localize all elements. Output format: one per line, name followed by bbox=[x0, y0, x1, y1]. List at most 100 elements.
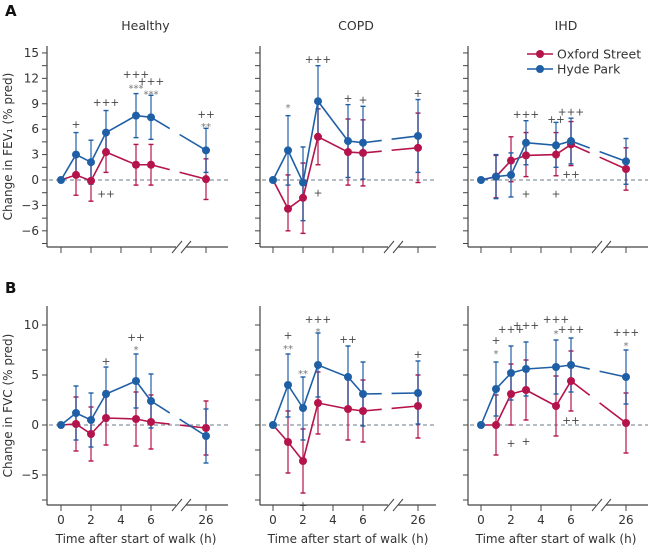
data-point bbox=[147, 397, 155, 405]
data-point bbox=[414, 143, 422, 152]
x-tick-label: 0 bbox=[57, 513, 65, 527]
significance-plus-annotation: + bbox=[344, 93, 353, 105]
data-point bbox=[622, 419, 630, 427]
data-point bbox=[344, 148, 352, 157]
x-tick-label: 6 bbox=[359, 513, 367, 527]
data-point bbox=[522, 386, 530, 394]
y-tick-label: 9 bbox=[31, 97, 39, 111]
significance-plus-annotation: +++ bbox=[305, 314, 331, 326]
data-point bbox=[132, 111, 140, 120]
series-line-break-segment bbox=[179, 133, 207, 152]
data-point bbox=[477, 421, 485, 429]
data-point bbox=[72, 150, 80, 159]
data-point bbox=[87, 176, 95, 185]
y-tick-label: 15 bbox=[24, 46, 39, 60]
series-line-break-segment bbox=[391, 147, 419, 152]
data-point bbox=[344, 373, 352, 381]
y-tick-label: 5 bbox=[31, 368, 39, 382]
data-point bbox=[359, 407, 367, 415]
panel-b-0: 10 5 0 −5 0 2 4 6 26 Time after start of walk (h)… bbox=[21, 306, 228, 546]
axis-break-mark bbox=[600, 240, 612, 254]
data-point bbox=[132, 377, 140, 385]
data-point bbox=[102, 414, 110, 422]
y-tick-label: 0 bbox=[31, 173, 39, 187]
data-point bbox=[522, 138, 530, 147]
data-point bbox=[269, 421, 277, 429]
axis-break-mark bbox=[600, 498, 612, 512]
data-point bbox=[567, 137, 575, 146]
panel-a-1: COPD*++++ +++ bbox=[255, 18, 436, 254]
y-tick-label: 0 bbox=[31, 418, 39, 432]
series-line-break-segment bbox=[391, 135, 419, 141]
series-line-break-segment bbox=[599, 402, 627, 424]
y-tick-label: −6 bbox=[21, 224, 39, 238]
data-point bbox=[552, 141, 560, 150]
data-point bbox=[57, 176, 65, 184]
data-point bbox=[414, 131, 422, 140]
data-point bbox=[132, 415, 140, 423]
data-point bbox=[359, 148, 367, 157]
x-tick-label: 6 bbox=[567, 513, 575, 527]
data-point bbox=[87, 416, 95, 424]
significance-plus-annotation: + bbox=[414, 349, 423, 361]
y-tick-label: −5 bbox=[21, 468, 39, 482]
significance-plus-annotation: + bbox=[507, 438, 516, 450]
x-tick-label: 0 bbox=[269, 513, 277, 527]
x-tick-label: 4 bbox=[117, 513, 125, 527]
significance-plus-annotation: + bbox=[522, 189, 531, 201]
data-point bbox=[622, 164, 630, 173]
data-point bbox=[147, 113, 155, 122]
y-axis-title: Change in FEV₁ (% pred) bbox=[1, 73, 15, 221]
data-point bbox=[284, 381, 292, 389]
series-line-break-segment bbox=[179, 418, 207, 437]
data-point bbox=[87, 158, 95, 167]
data-point bbox=[147, 418, 155, 426]
significance-plus-annotation: +++ bbox=[558, 106, 584, 118]
data-point bbox=[492, 385, 500, 393]
series-hyde-park bbox=[60, 92, 209, 185]
data-point bbox=[344, 137, 352, 146]
significance-plus-annotation: ++ bbox=[197, 109, 215, 121]
x-tick-label: 26 bbox=[410, 513, 425, 527]
data-point bbox=[57, 421, 65, 429]
data-point bbox=[552, 363, 560, 371]
x-tick-label: 26 bbox=[198, 513, 213, 527]
y-tick-label: 10 bbox=[24, 318, 39, 332]
series-line-break-segment bbox=[179, 424, 207, 429]
significance-plus-annotation: + bbox=[299, 500, 308, 512]
significance-star-annotation: *** bbox=[144, 90, 159, 101]
y-tick-label: 3 bbox=[31, 148, 39, 162]
data-point bbox=[269, 176, 277, 184]
significance-plus-annotation: + bbox=[284, 330, 293, 342]
data-point bbox=[202, 175, 210, 184]
data-point bbox=[507, 170, 515, 179]
axis-break-mark bbox=[171, 240, 183, 254]
significance-star-annotation: * bbox=[554, 329, 559, 340]
legend-label: Hyde Park bbox=[557, 62, 621, 77]
data-point bbox=[284, 204, 292, 213]
data-point bbox=[522, 365, 530, 373]
y-tick-label: 12 bbox=[24, 71, 39, 85]
panel-title: Healthy bbox=[121, 18, 170, 33]
series-hyde-park bbox=[480, 117, 629, 200]
data-point bbox=[202, 146, 210, 155]
data-point bbox=[102, 148, 110, 157]
data-point bbox=[314, 361, 322, 369]
axis-break-mark bbox=[383, 240, 395, 254]
axis-break-mark bbox=[591, 498, 603, 512]
legend-item: Hyde Park bbox=[527, 62, 621, 77]
x-axis-title: Time after start of walk (h) bbox=[475, 532, 637, 546]
series-hyde-park bbox=[272, 332, 421, 441]
data-point bbox=[299, 404, 307, 412]
data-point bbox=[284, 146, 292, 155]
data-point bbox=[202, 424, 210, 432]
legend-marker bbox=[536, 50, 544, 58]
data-point bbox=[359, 390, 367, 398]
data-point bbox=[284, 438, 292, 446]
significance-plus-annotation: + bbox=[414, 88, 423, 100]
x-tick-label: 2 bbox=[507, 513, 515, 527]
significance-plus-annotation: ++ bbox=[127, 332, 145, 344]
